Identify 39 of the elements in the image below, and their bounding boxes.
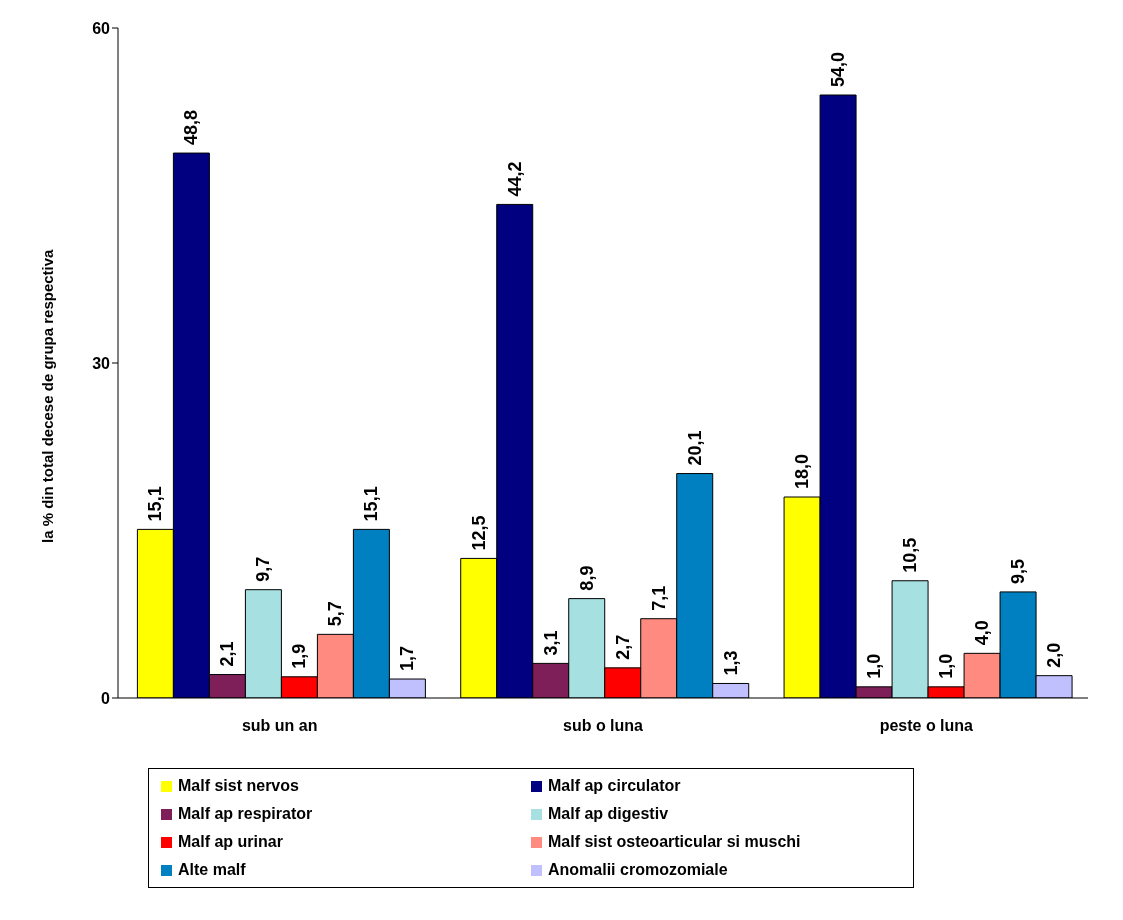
legend-label: Malf ap respirator xyxy=(178,805,313,823)
y-tick-label: 0 xyxy=(101,689,111,707)
legend-label: Malf sist nervos xyxy=(178,777,299,795)
x-tick-label: sub o luna xyxy=(563,717,644,735)
data-label: 7,1 xyxy=(648,585,669,611)
data-label: 48,8 xyxy=(181,110,202,146)
data-label: 1,3 xyxy=(720,650,741,676)
data-label: 20,1 xyxy=(684,430,705,466)
data-label: 2,0 xyxy=(1044,642,1065,668)
data-label: 15,1 xyxy=(361,486,382,522)
data-label: 44,2 xyxy=(504,161,525,197)
y-axis-title: la % din total decese de grupa respectiva xyxy=(39,248,57,543)
x-tick-label: sub un an xyxy=(241,717,318,735)
data-label: 2,7 xyxy=(612,634,633,660)
legend-label: Malf ap urinar xyxy=(178,833,283,851)
data-label: 15,1 xyxy=(145,486,166,522)
data-label: 1,0 xyxy=(864,653,885,679)
x-tick-label: peste o luna xyxy=(879,717,974,735)
data-label: 5,7 xyxy=(325,601,346,627)
data-label: 54,0 xyxy=(828,51,849,87)
y-tick-label: 30 xyxy=(92,354,111,372)
legend-label: Alte malf xyxy=(178,861,246,879)
data-label: 9,7 xyxy=(253,556,274,582)
legend-label: Malf ap digestiv xyxy=(548,805,669,823)
data-label: 8,9 xyxy=(576,565,597,591)
data-label: 2,1 xyxy=(217,641,238,667)
data-label: 18,0 xyxy=(792,453,813,489)
data-label: 9,5 xyxy=(1008,558,1029,584)
legend-label: Malf ap circulator xyxy=(548,777,681,795)
data-label: 10,5 xyxy=(900,537,921,573)
data-label: 12,5 xyxy=(468,515,489,551)
data-label: 4,0 xyxy=(972,620,993,646)
data-label: 3,1 xyxy=(540,630,561,656)
legend-label: Anomalii cromozomiale xyxy=(548,861,728,879)
data-label: 1,9 xyxy=(289,643,310,669)
legend-label: Malf sist osteoarticular si muschi xyxy=(548,833,801,851)
data-label: 1,0 xyxy=(936,653,957,679)
data-label: 1,7 xyxy=(397,645,418,672)
y-tick-label: 60 xyxy=(92,19,111,37)
